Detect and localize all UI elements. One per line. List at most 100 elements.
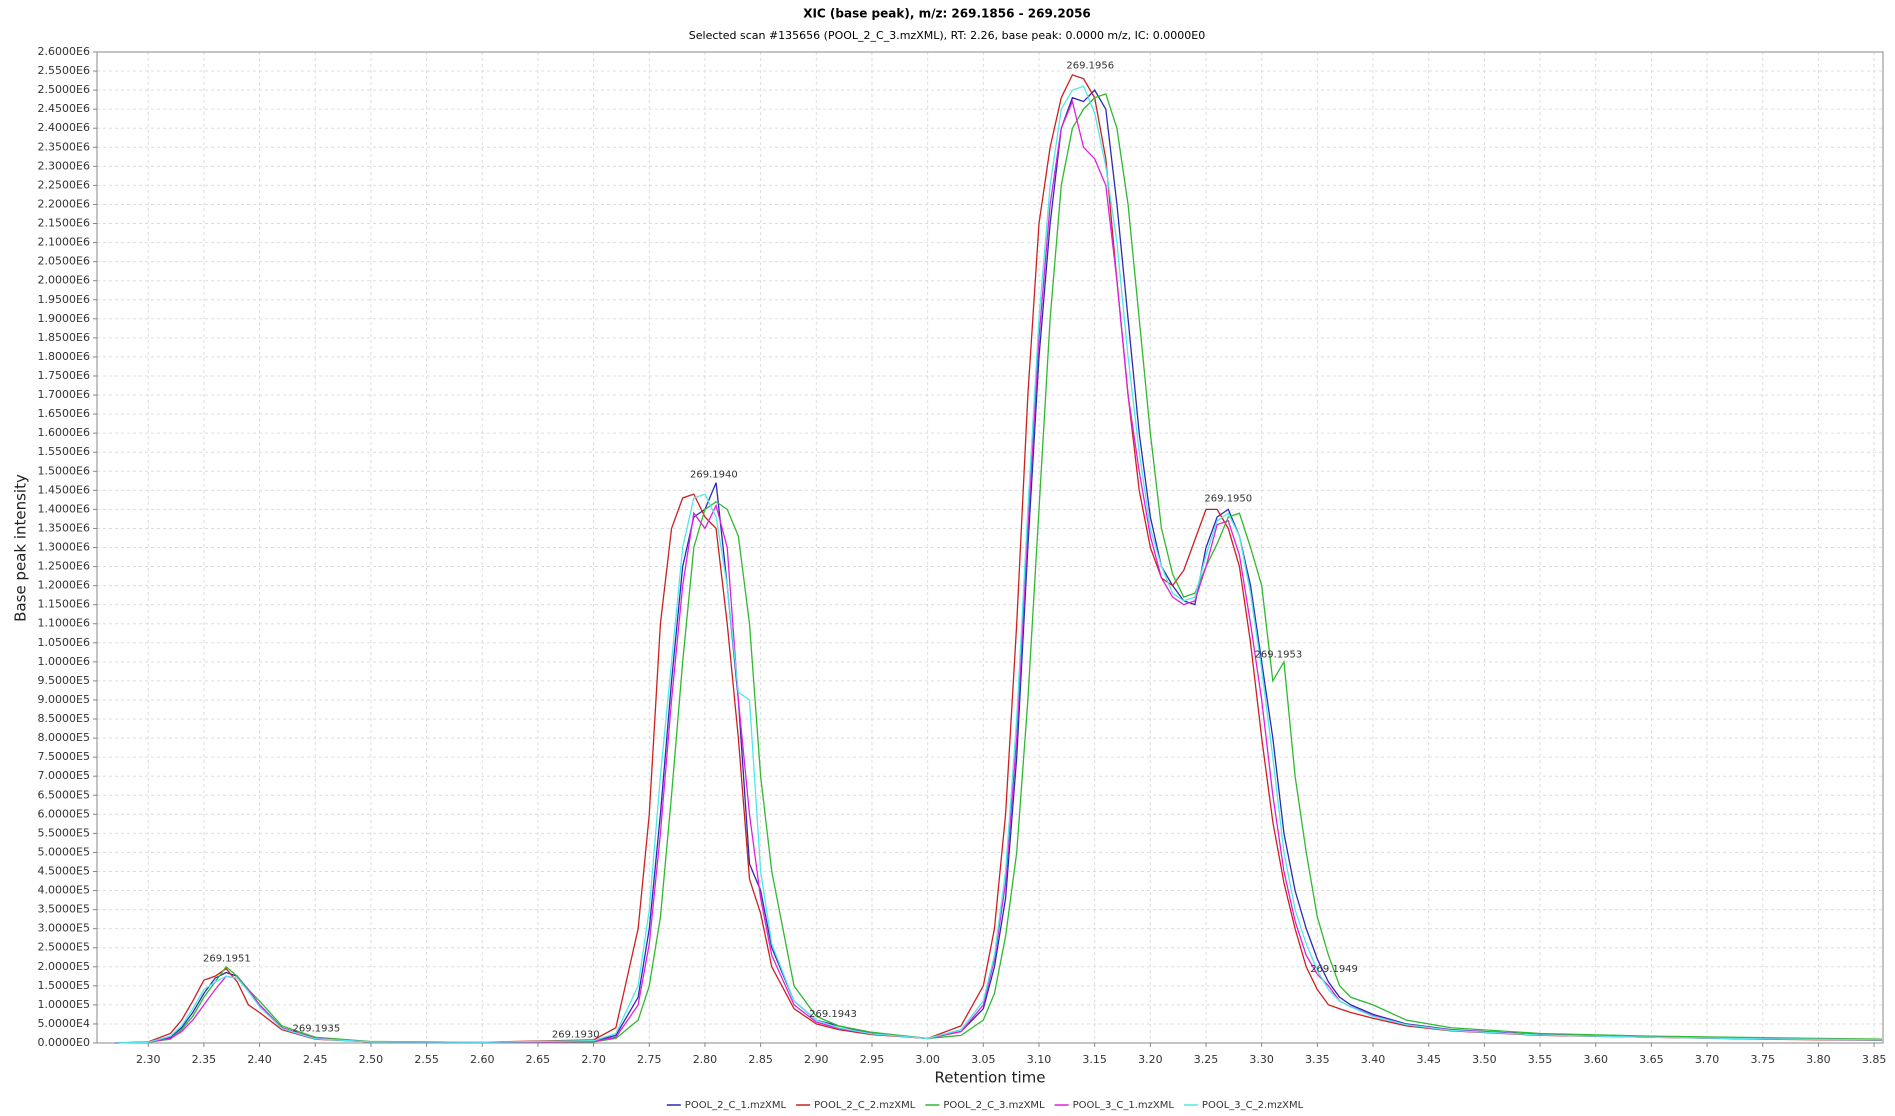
series-line xyxy=(114,85,1882,1044)
peak-label: 269.1949 xyxy=(1310,964,1358,975)
y-tick-label: 1.2500E6 xyxy=(38,560,90,573)
chart-title: XIC (base peak), m/z: 269.1856 - 269.205… xyxy=(803,7,1091,21)
y-tick-label: 7.5000E5 xyxy=(38,750,90,763)
x-tick-label: 3.40 xyxy=(1361,1053,1386,1066)
y-tick-label: 2.6000E6 xyxy=(38,45,90,58)
y-tick-label: 1.0000E6 xyxy=(38,655,90,668)
x-tick-label: 2.65 xyxy=(526,1053,551,1066)
y-tick-label: 5.0000E5 xyxy=(38,845,90,858)
legend-label: POOL_2_C_3.mzXML xyxy=(943,1100,1045,1111)
x-tick-label: 2.30 xyxy=(136,1053,161,1066)
y-tick-label: 1.6000E6 xyxy=(38,426,90,439)
plot-border xyxy=(96,51,1884,1044)
peak-label: 269.1956 xyxy=(1066,60,1114,71)
y-tick-label: 1.5000E6 xyxy=(38,464,90,477)
y-tick-label: 1.7000E6 xyxy=(38,388,90,401)
y-tick-label: 1.4000E6 xyxy=(38,502,90,515)
peak-label: 269.1930 xyxy=(552,1030,600,1041)
y-tick-label: 4.0000E5 xyxy=(38,884,90,897)
peak-label: 269.1950 xyxy=(1204,494,1252,505)
x-tick-label: 2.60 xyxy=(470,1053,495,1066)
x-tick-label: 3.30 xyxy=(1249,1053,1274,1066)
y-tick-label: 2.2500E6 xyxy=(38,178,90,191)
y-tick-label: 2.5500E6 xyxy=(38,64,90,77)
x-tick-label: 3.70 xyxy=(1695,1053,1720,1066)
y-tick-label: 2.5000E6 xyxy=(38,83,90,96)
y-tick-label: 1.7500E6 xyxy=(38,369,90,382)
x-tick-label: 2.35 xyxy=(192,1053,217,1066)
x-tick-label: 3.10 xyxy=(1027,1053,1052,1066)
y-tick-label: 7.0000E5 xyxy=(38,769,90,782)
y-tick-label: 2.1000E6 xyxy=(38,236,90,249)
y-tick-label: 2.0500E6 xyxy=(38,255,90,268)
x-tick-label: 3.65 xyxy=(1639,1053,1664,1066)
y-tick-label: 1.6500E6 xyxy=(38,407,90,420)
x-tick-label: 3.35 xyxy=(1305,1053,1330,1066)
x-axis-label: Retention time xyxy=(935,1069,1046,1087)
y-tick-label: 1.3000E6 xyxy=(38,541,90,554)
x-tick-label: 3.80 xyxy=(1806,1053,1831,1066)
y-tick-label: 4.5000E5 xyxy=(38,864,90,877)
y-tick-label: 5.5000E5 xyxy=(38,826,90,839)
x-tick-label: 2.75 xyxy=(637,1053,662,1066)
chart-subtitle: Selected scan #135656 (POOL_2_C_3.mzXML)… xyxy=(689,29,1205,42)
y-tick-label: 8.0000E5 xyxy=(38,731,90,744)
y-tick-label: 2.0000E5 xyxy=(38,960,90,973)
x-tick-label: 2.40 xyxy=(247,1053,272,1066)
x-tick-label: 3.05 xyxy=(971,1053,996,1066)
x-tick-label: 2.50 xyxy=(359,1053,384,1066)
x-tick-label: 3.15 xyxy=(1082,1053,1107,1066)
y-tick-label: 2.4500E6 xyxy=(38,102,90,115)
y-tick-label: 1.3500E6 xyxy=(38,521,90,534)
y-tick-label: 3.0000E5 xyxy=(38,922,90,935)
y-tick-label: 2.1500E6 xyxy=(38,217,90,230)
x-tick-label: 2.95 xyxy=(860,1053,885,1066)
legend-label: POOL_3_C_2.mzXML xyxy=(1202,1100,1304,1111)
x-tick-label: 3.20 xyxy=(1138,1053,1163,1066)
x-tick-label: 2.80 xyxy=(693,1053,718,1066)
peak-label: 269.1940 xyxy=(690,469,738,480)
y-tick-label: 5.0000E4 xyxy=(38,1017,90,1030)
y-tick-label: 1.1500E6 xyxy=(38,598,90,611)
peak-label: 269.1943 xyxy=(809,1009,857,1020)
y-tick-label: 1.5000E5 xyxy=(38,979,90,992)
y-tick-label: 6.0000E5 xyxy=(38,807,90,820)
y-tick-label: 1.8000E6 xyxy=(38,350,90,363)
legend-label: POOL_2_C_2.mzXML xyxy=(814,1100,916,1111)
legend: POOL_2_C_1.mzXML POOL_2_C_2.mzXML POOL_2_C… xyxy=(666,1100,1304,1111)
y-tick-label: 1.1000E6 xyxy=(38,617,90,630)
x-tick-label: 3.75 xyxy=(1750,1053,1775,1066)
y-tick-label: 2.0000E6 xyxy=(38,274,90,287)
y-tick-label: 2.4000E6 xyxy=(38,121,90,134)
y-tick-label: 1.9500E6 xyxy=(38,293,90,306)
x-tick-label: 3.50 xyxy=(1472,1053,1497,1066)
y-tick-label: 2.3000E6 xyxy=(38,159,90,172)
x-tick-label: 3.55 xyxy=(1528,1053,1553,1066)
y-tick-label: 1.9000E6 xyxy=(38,312,90,325)
x-tick-label: 2.85 xyxy=(748,1053,773,1066)
y-tick-label: 1.5500E6 xyxy=(38,445,90,458)
y-tick-label: 9.5000E5 xyxy=(38,674,90,687)
y-tick-label: 1.4500E6 xyxy=(38,483,90,496)
y-tick-label: 2.5000E5 xyxy=(38,941,90,954)
legend-label: POOL_3_C_1.mzXML xyxy=(1073,1100,1175,1111)
y-tick-label: 8.5000E5 xyxy=(38,712,90,725)
y-tick-label: 9.0000E5 xyxy=(38,693,90,706)
y-tick-label: 2.2000E6 xyxy=(38,197,90,210)
x-tick-label: 2.55 xyxy=(414,1053,439,1066)
y-tick-label: 6.5000E5 xyxy=(38,788,90,801)
y-tick-label: 3.5000E5 xyxy=(38,903,90,916)
y-tick-label: 1.2000E6 xyxy=(38,579,90,592)
x-tick-label: 2.45 xyxy=(303,1053,328,1066)
x-tick-label: 3.00 xyxy=(915,1053,940,1066)
y-tick-label: 1.8500E6 xyxy=(38,331,90,344)
legend-label: POOL_2_C_1.mzXML xyxy=(685,1100,787,1111)
x-tick-label: 2.90 xyxy=(804,1053,829,1066)
y-tick-label: 0.0000E0 xyxy=(38,1036,90,1049)
y-tick-label: 1.0500E6 xyxy=(38,636,90,649)
x-tick-label: 3.45 xyxy=(1416,1053,1441,1066)
y-tick-label: 2.3500E6 xyxy=(38,140,90,153)
x-tick-label: 3.85 xyxy=(1862,1053,1887,1066)
peak-label: 269.1935 xyxy=(292,1024,340,1035)
